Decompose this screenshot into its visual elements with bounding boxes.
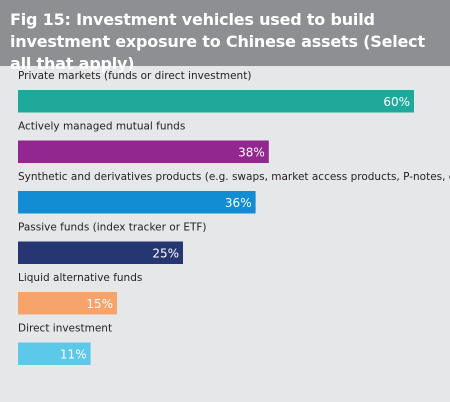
category-label: Private markets (funds or direct investm… — [18, 70, 251, 82]
category-label: Synthetic and derivatives products (e.g.… — [18, 171, 450, 183]
chart-title: Fig 15: Investment vehicles used to buil… — [10, 10, 425, 73]
value-label: 11% — [60, 347, 87, 361]
category-label: Direct investment — [18, 323, 112, 335]
bar — [18, 342, 91, 365]
value-label: 60% — [383, 95, 410, 109]
category-label: Liquid alternative funds — [18, 272, 142, 284]
bar — [18, 191, 256, 214]
bar — [18, 292, 117, 315]
plot: Private markets (funds or direct investm… — [18, 70, 450, 365]
value-label: 38% — [238, 145, 265, 159]
category-label: Passive funds (index tracker or ETF) — [18, 222, 207, 234]
value-label: 36% — [225, 196, 252, 210]
value-label: 25% — [152, 246, 179, 260]
header-band: Fig 15: Investment vehicles used to buil… — [0, 0, 450, 73]
bar — [18, 90, 414, 113]
bar — [18, 140, 269, 163]
bar — [18, 241, 183, 264]
category-label: Actively managed mutual funds — [18, 121, 185, 133]
value-label: 15% — [86, 297, 113, 311]
